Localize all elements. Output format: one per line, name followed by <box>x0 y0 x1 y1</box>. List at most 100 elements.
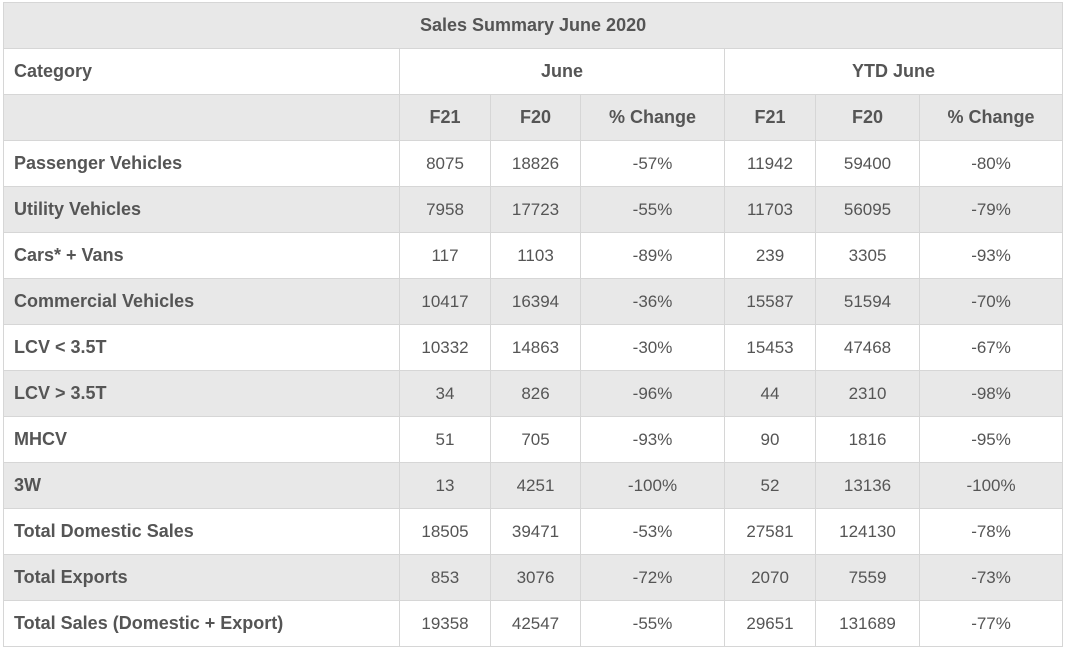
june-change-header: % Change <box>580 94 725 141</box>
ytd-f20-cell: 56095 <box>815 186 920 233</box>
ytd-f21-cell: 2070 <box>724 554 816 601</box>
row-label: Utility Vehicles <box>3 186 400 233</box>
ytd-f20-cell: 7559 <box>815 554 920 601</box>
june-f20-cell: 705 <box>490 416 581 463</box>
june-f20-cell: 39471 <box>490 508 581 555</box>
ytd-change-cell: -78% <box>918 508 1064 555</box>
ytd-f20-cell: 47468 <box>815 324 920 371</box>
june-f21-cell: 13 <box>399 462 491 509</box>
june-f21-cell: 853 <box>399 554 491 601</box>
june-f20-cell: 42547 <box>490 600 581 647</box>
sub-header-row: F21 F20 % Change F21 F20 % Change <box>3 94 1064 141</box>
june-f20-cell: 16394 <box>490 278 581 325</box>
june-f20-cell: 4251 <box>490 462 581 509</box>
table-row: Total Sales (Domestic + Export) 19358 4254… <box>3 600 1064 647</box>
june-group-header: June <box>399 48 725 95</box>
row-label: 3W <box>3 462 400 509</box>
ytd-f21-cell: 44 <box>724 370 816 417</box>
june-change-cell: -89% <box>580 232 725 279</box>
row-label: Cars* + Vans <box>3 232 400 279</box>
ytd-change-cell: -77% <box>918 600 1064 647</box>
ytd-change-cell: -98% <box>918 370 1064 417</box>
june-change-cell: -55% <box>580 600 725 647</box>
june-f20-cell: 17723 <box>490 186 581 233</box>
ytd-f20-cell: 131689 <box>815 600 920 647</box>
june-change-cell: -57% <box>580 140 725 187</box>
ytd-june-group-header: YTD June <box>723 48 1064 95</box>
ytd-change-cell: -79% <box>918 186 1064 233</box>
ytd-f20-cell: 3305 <box>815 232 920 279</box>
june-f21-cell: 19358 <box>399 600 491 647</box>
table-row: Total Exports 853 3076 -72% 2070 7559 -73% <box>3 554 1064 601</box>
june-change-cell: -55% <box>580 186 725 233</box>
june-change-cell: -36% <box>580 278 725 325</box>
ytd-f20-cell: 59400 <box>815 140 920 187</box>
ytd-f20-cell: 13136 <box>815 462 920 509</box>
table-row: Cars* + Vans 117 1103 -89% 239 3305 -93% <box>3 232 1064 279</box>
ytd-f21-cell: 11703 <box>724 186 816 233</box>
ytd-change-cell: -95% <box>918 416 1064 463</box>
june-f21-cell: 34 <box>399 370 491 417</box>
row-label: LCV > 3.5T <box>3 370 400 417</box>
table-row: LCV > 3.5T 34 826 -96% 44 2310 -98% <box>3 370 1064 417</box>
table-row: Utility Vehicles 7958 17723 -55% 11703 56095-… <box>3 186 1064 233</box>
ytd-f21-cell: 15453 <box>724 324 816 371</box>
ytd-f21-cell: 11942 <box>724 140 816 187</box>
table-row: 3W 13 4251 -100% 52 13136 -100% <box>3 462 1064 509</box>
row-label: MHCV <box>3 416 400 463</box>
row-label: Total Exports <box>3 554 400 601</box>
june-f20-cell: 1103 <box>490 232 581 279</box>
june-f20-header: F20 <box>490 94 581 141</box>
ytd-change-cell: -70% <box>918 278 1064 325</box>
june-f21-cell: 18505 <box>399 508 491 555</box>
ytd-f20-cell: 2310 <box>815 370 920 417</box>
ytd-f20-cell: 51594 <box>815 278 920 325</box>
sales-summary-table: Sales Summary June 2020 Category June YT… <box>2 2 1064 647</box>
ytd-change-cell: -67% <box>918 324 1064 371</box>
ytd-f21-cell: 52 <box>724 462 816 509</box>
ytd-f21-header: F21 <box>724 94 816 141</box>
table-row: MHCV 51 705 -93% 90 1816 -95% <box>3 416 1064 463</box>
june-change-cell: -93% <box>580 416 725 463</box>
june-f21-cell: 51 <box>399 416 491 463</box>
june-f20-cell: 14863 <box>490 324 581 371</box>
row-label: LCV < 3.5T <box>3 324 400 371</box>
june-change-cell: -100% <box>580 462 725 509</box>
june-f20-cell: 826 <box>490 370 581 417</box>
june-f21-cell: 8075 <box>399 140 491 187</box>
title-row: Sales Summary June 2020 <box>2 2 1064 49</box>
june-change-cell: -30% <box>580 324 725 371</box>
row-label: Total Domestic Sales <box>3 508 400 555</box>
row-label: Passenger Vehicles <box>3 140 400 187</box>
june-f21-cell: 117 <box>399 232 491 279</box>
june-f20-cell: 18826 <box>490 140 581 187</box>
june-f21-cell: 10332 <box>399 324 491 371</box>
ytd-change-header: % Change <box>918 94 1064 141</box>
june-change-cell: -96% <box>580 370 725 417</box>
june-change-cell: -53% <box>580 508 725 555</box>
group-header-row: Category June YTD June <box>3 48 1064 95</box>
table-row: LCV < 3.5T 10332 14863 -30% 15453 47468 -67% <box>3 324 1064 371</box>
table-row: Total Domestic Sales 18505 39471 -53% 27581 1… <box>3 508 1064 555</box>
ytd-f21-cell: 90 <box>724 416 816 463</box>
june-f21-cell: 10417 <box>399 278 491 325</box>
table-row: Commercial Vehicles 10417 16394 -36% 15587 51… <box>3 278 1064 325</box>
ytd-f20-header: F20 <box>815 94 920 141</box>
sub-header-empty-cell <box>3 94 400 141</box>
table-row: Passenger Vehicles 8075 18826 -57% 11942 5940… <box>3 140 1064 187</box>
ytd-change-cell: -80% <box>918 140 1064 187</box>
ytd-change-cell: -93% <box>918 232 1064 279</box>
ytd-f21-cell: 29651 <box>724 600 816 647</box>
ytd-f21-cell: 27581 <box>724 508 816 555</box>
ytd-f20-cell: 1816 <box>815 416 920 463</box>
ytd-change-cell: -73% <box>918 554 1064 601</box>
ytd-f21-cell: 239 <box>724 232 816 279</box>
row-label: Commercial Vehicles <box>3 278 400 325</box>
june-change-cell: -72% <box>580 554 725 601</box>
ytd-f20-cell: 124130 <box>815 508 920 555</box>
june-f20-cell: 3076 <box>490 554 581 601</box>
june-f21-cell: 7958 <box>399 186 491 233</box>
june-f21-header: F21 <box>399 94 491 141</box>
category-header: Category <box>3 48 400 95</box>
ytd-f21-cell: 15587 <box>724 278 816 325</box>
